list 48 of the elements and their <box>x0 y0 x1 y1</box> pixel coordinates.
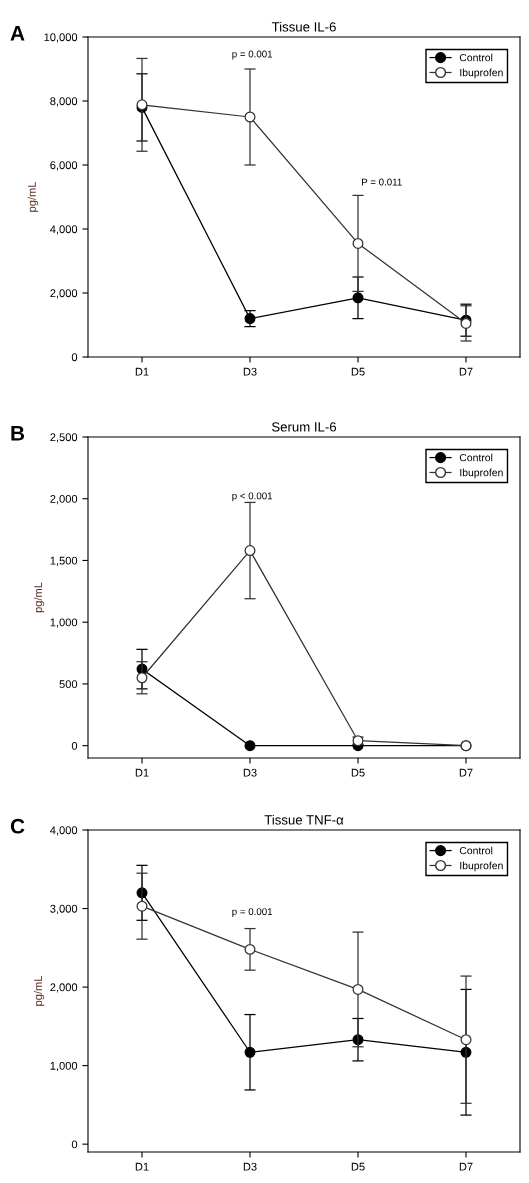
x-tick-label: D5 <box>351 768 365 777</box>
x-tick-label: D5 <box>351 1162 365 1171</box>
y-tick-label: 500 <box>59 680 78 689</box>
legend-label: Ibuprofen <box>460 468 503 479</box>
x-tick-label: D7 <box>459 1162 473 1171</box>
legend-label: Control <box>459 453 493 462</box>
y-tick-label: 4,000 <box>50 826 78 836</box>
y-tick-label: 1,000 <box>50 1061 78 1072</box>
annotation: p = 0.001 <box>232 50 273 60</box>
y-tick-label: 2,500 <box>50 433 78 443</box>
chart-title: Tissue TNF-α <box>264 814 344 825</box>
x-tick-label: D3 <box>243 1162 257 1171</box>
chart-title: Serum IL-6 <box>271 422 337 432</box>
legend-label: Control <box>459 53 493 62</box>
text: A <box>10 26 25 41</box>
y-axis-title: pg/mL <box>33 975 45 1006</box>
text: B <box>11 426 25 441</box>
y-tick-label: 0 <box>71 1140 78 1149</box>
y-tick-label: 4,000 <box>50 225 78 235</box>
annotation: P = 0.011 <box>362 178 402 186</box>
y-axis-title: pg/mL <box>33 582 45 613</box>
y-tick-label: 1,000 <box>50 618 78 628</box>
x-tick-label: D7 <box>459 768 473 777</box>
y-tick-label: 2,000 <box>50 983 78 993</box>
x-tick-label: D1 <box>135 367 149 376</box>
chart-title: Tissue IL-6 <box>271 21 336 32</box>
legend-label: Ibuprofen <box>460 68 503 79</box>
x-tick-label: D5 <box>351 367 365 376</box>
legend-label: Control <box>459 846 493 855</box>
y-tick-label: 8,000 <box>50 97 78 107</box>
text: C <box>10 818 25 834</box>
y-tick-label: 3,000 <box>50 904 78 914</box>
y-tick-label: 2,000 <box>50 495 78 505</box>
y-tick-label: 1,500 <box>50 556 78 566</box>
y-tick-label: 0 <box>71 741 78 750</box>
annotation: p < 0.001 <box>232 492 273 502</box>
x-tick-label: D1 <box>135 1162 149 1171</box>
y-tick-label: 6,000 <box>50 161 78 171</box>
annotation: p = 0.001 <box>232 908 273 917</box>
x-tick-label: D3 <box>243 768 257 777</box>
x-tick-label: D1 <box>135 768 149 777</box>
y-tick-label: 2,000 <box>50 289 78 299</box>
x-tick-label: D7 <box>459 367 473 376</box>
x-tick-label: D3 <box>243 367 257 376</box>
y-tick-label: 0 <box>71 353 78 362</box>
legend-label: Ibuprofen <box>460 861 503 872</box>
y-axis-title: pg/mL <box>27 181 39 212</box>
y-tick-label: 10,000 <box>44 33 78 43</box>
